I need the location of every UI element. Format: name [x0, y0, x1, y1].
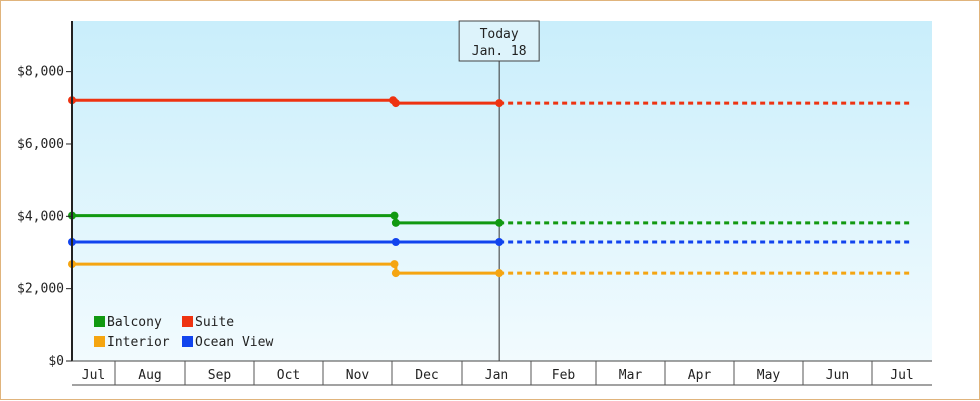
- legend-label: Suite: [195, 315, 234, 330]
- data-point-balcony[interactable]: [391, 218, 400, 227]
- x-tick-label: Apr: [688, 368, 712, 383]
- y-tick-label: $6,000: [17, 137, 64, 152]
- x-tick-label: Mar: [619, 368, 643, 383]
- x-tick-label: May: [757, 368, 781, 383]
- legend-item-interior[interactable]: Interior: [94, 335, 170, 350]
- y-tick-label: $8,000: [17, 65, 64, 80]
- x-tick-label: Jan: [485, 368, 508, 383]
- today-label: Today: [480, 27, 519, 42]
- x-tick-label: Nov: [346, 368, 370, 383]
- legend-item-ocean-view[interactable]: Ocean View: [182, 335, 273, 350]
- today-box: [458, 20, 540, 62]
- x-tick-label: Jul: [82, 368, 105, 383]
- legend-item-balcony[interactable]: Balcony: [94, 315, 162, 330]
- data-point-balcony[interactable]: [495, 218, 504, 227]
- legend-swatch: [94, 336, 105, 347]
- x-tick-label: Jul: [890, 368, 913, 383]
- y-tick-label: $4,000: [17, 209, 64, 224]
- legend-label: Balcony: [107, 315, 162, 330]
- x-tick-label: Dec: [415, 368, 438, 383]
- data-point-interior[interactable]: [391, 269, 400, 278]
- legend-label: Interior: [107, 335, 170, 350]
- y-tick-label: $2,000: [17, 282, 64, 297]
- today-date-label: Jan. 18: [472, 44, 527, 59]
- data-point-suite[interactable]: [495, 99, 504, 108]
- x-tick-label: Feb: [552, 368, 576, 383]
- y-tick-label: $0: [48, 354, 64, 369]
- legend-item-suite[interactable]: Suite: [182, 315, 234, 330]
- x-tick-label: Jun: [826, 368, 849, 383]
- data-point-interior[interactable]: [390, 260, 399, 269]
- x-tick-label: Sep: [208, 368, 232, 383]
- plot-area: [72, 21, 932, 361]
- legend-label: Ocean View: [195, 335, 273, 350]
- legend-swatch: [182, 316, 193, 327]
- x-tick-label: Aug: [138, 368, 161, 383]
- x-tick-label: Oct: [277, 368, 300, 383]
- legend-swatch: [94, 316, 105, 327]
- data-point-suite[interactable]: [391, 99, 400, 108]
- data-point-ocean-view[interactable]: [391, 238, 400, 246]
- data-point-balcony[interactable]: [390, 211, 399, 220]
- data-point-ocean-view[interactable]: [495, 238, 504, 246]
- data-point-interior[interactable]: [495, 269, 504, 278]
- legend-swatch: [182, 336, 193, 347]
